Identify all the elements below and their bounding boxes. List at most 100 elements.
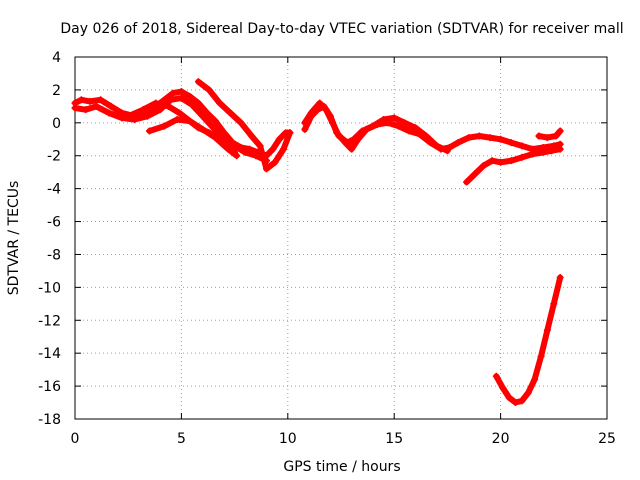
data-point	[271, 158, 279, 166]
data-point	[118, 114, 126, 122]
x-tick-label: 15	[385, 431, 403, 447]
data-point	[443, 147, 451, 155]
data-point	[165, 102, 173, 110]
data-point	[173, 116, 181, 124]
data-point	[480, 162, 488, 170]
y-axis-label: SDTVAR / TECUs	[6, 181, 22, 296]
data-point	[531, 376, 539, 384]
data-point	[233, 152, 241, 160]
data-point	[492, 372, 500, 380]
data-point	[465, 134, 473, 142]
data-point	[156, 106, 164, 114]
data-point	[237, 119, 245, 127]
data-point	[411, 124, 419, 132]
series-track-4	[146, 116, 240, 159]
data-point	[275, 135, 283, 143]
data-point	[211, 134, 219, 142]
data-point	[543, 326, 551, 334]
data-point	[488, 157, 496, 165]
data-point	[86, 97, 94, 105]
plot-frame	[74, 56, 608, 420]
data-point	[548, 147, 556, 155]
data-point	[335, 132, 343, 140]
y-tick-label: -18	[38, 412, 61, 428]
data-point	[124, 112, 132, 120]
data-point	[499, 384, 507, 392]
data-point	[511, 399, 519, 407]
data-point	[188, 101, 196, 109]
data-point	[216, 99, 224, 107]
data-point	[328, 119, 336, 127]
data-point	[231, 142, 239, 150]
y-tick-label: -6	[47, 215, 61, 231]
data-point	[301, 119, 309, 127]
y-tick-label: -2	[47, 149, 61, 165]
y-tick-label: -4	[47, 182, 61, 198]
y-tick-label: -12	[38, 313, 61, 329]
data-point	[556, 127, 564, 135]
x-tick-label: 25	[598, 431, 616, 447]
y-tick-label: 4	[52, 50, 61, 66]
data-point	[556, 273, 564, 281]
data-point	[152, 99, 160, 107]
data-point	[405, 127, 413, 135]
data-point	[177, 94, 185, 102]
data-point	[401, 119, 409, 127]
data-point	[224, 145, 232, 153]
data-point	[524, 389, 532, 397]
data-point	[186, 117, 194, 125]
data-point	[307, 109, 315, 117]
data-point	[82, 106, 90, 114]
data-point	[139, 106, 147, 114]
data-point	[471, 170, 479, 178]
y-tick-label: -8	[47, 247, 61, 263]
axis-ticks	[74, 56, 608, 420]
data-point	[463, 178, 471, 186]
data-point	[518, 153, 526, 161]
y-tick-label: -14	[38, 346, 61, 362]
data-point	[350, 135, 358, 143]
series-track-9	[535, 128, 564, 141]
data-point	[537, 352, 545, 360]
data-point	[343, 139, 351, 147]
data-point	[486, 134, 494, 142]
data-point	[535, 132, 543, 140]
data-point	[316, 99, 324, 107]
y-tick-label: 0	[52, 116, 61, 132]
data-point	[263, 165, 271, 173]
data-point	[175, 109, 183, 117]
y-tick-label: 2	[52, 83, 61, 99]
data-point	[539, 148, 547, 156]
data-point	[348, 145, 356, 153]
data-point	[475, 132, 483, 140]
data-point	[77, 96, 85, 104]
x-tick-label: 5	[177, 431, 186, 447]
data-point	[203, 109, 211, 117]
data-point	[380, 116, 388, 124]
data-point	[552, 132, 560, 140]
data-point	[433, 142, 441, 150]
y-tick-label: -10	[38, 280, 61, 296]
data-point	[390, 114, 398, 122]
data-point	[497, 135, 505, 143]
x-tick-label: 0	[71, 431, 80, 447]
data-point	[505, 394, 513, 402]
data-point	[394, 122, 402, 130]
data-point	[211, 117, 219, 125]
data-point	[241, 148, 249, 156]
data-point	[507, 157, 515, 165]
data-point	[252, 152, 260, 160]
data-point	[169, 89, 177, 97]
data-point	[286, 129, 294, 137]
data-point	[107, 102, 115, 110]
data-point	[550, 300, 558, 308]
data-point	[194, 78, 202, 86]
data-point	[497, 158, 505, 166]
data-point	[105, 109, 113, 117]
data-point	[199, 125, 207, 133]
x-axis-label: GPS time / hours	[283, 459, 400, 475]
data-point	[194, 99, 202, 107]
